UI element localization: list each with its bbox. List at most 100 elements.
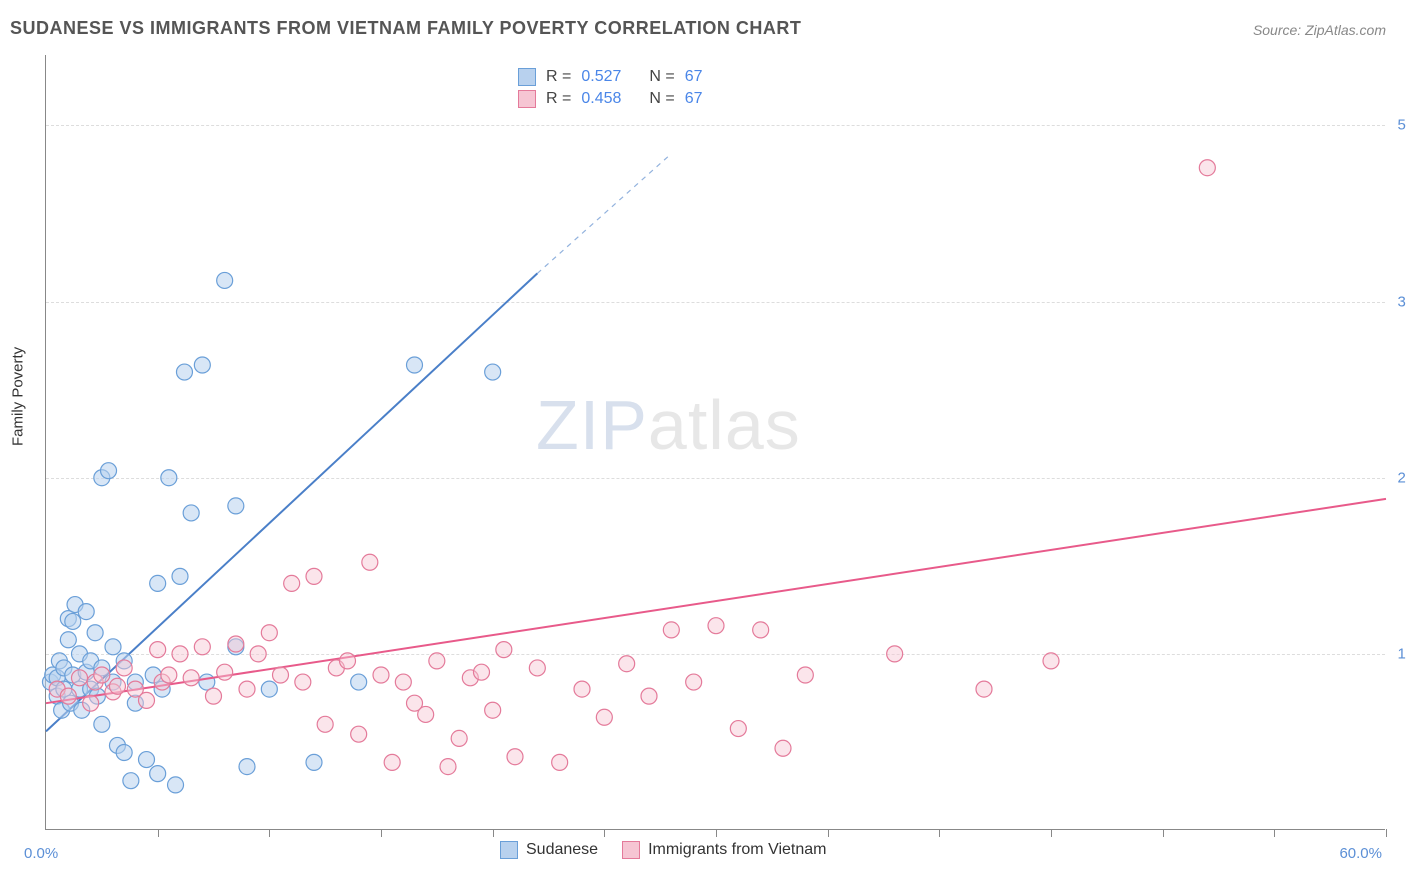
data-point (340, 653, 356, 669)
series-legend: Sudanese Immigrants from Vietnam (500, 841, 826, 859)
n-label: N = (649, 68, 674, 86)
data-point (273, 667, 289, 683)
data-point (183, 670, 199, 686)
data-point (109, 678, 125, 694)
data-point (261, 625, 277, 641)
data-point (217, 664, 233, 680)
data-point (161, 470, 177, 486)
chart-svg (46, 55, 1385, 829)
data-point (72, 670, 88, 686)
data-point (1199, 160, 1215, 176)
r-label: R = (546, 68, 571, 86)
y-axis-label: Family Poverty (10, 347, 27, 446)
data-point (418, 706, 434, 722)
legend-item-1: Sudanese (500, 841, 598, 859)
data-point (295, 674, 311, 690)
regression-line-dashed (537, 154, 671, 274)
legend-item-2: Immigrants from Vietnam (622, 841, 826, 859)
data-point (708, 618, 724, 634)
data-point (596, 709, 612, 725)
data-point (306, 568, 322, 584)
x-origin-label: 0.0% (24, 845, 58, 862)
data-point (206, 688, 222, 704)
data-point (150, 642, 166, 658)
correlation-row-2: R = 0.458 N = 67 (518, 88, 703, 110)
data-point (619, 656, 635, 672)
data-point (373, 667, 389, 683)
x-tick (158, 829, 159, 837)
data-point (60, 632, 76, 648)
data-point (496, 642, 512, 658)
data-point (440, 759, 456, 775)
data-point (250, 646, 266, 662)
data-point (451, 730, 467, 746)
x-tick (1274, 829, 1275, 837)
source-attribution: Source: ZipAtlas.com (1253, 22, 1386, 38)
data-point (395, 674, 411, 690)
data-point (407, 357, 423, 373)
data-point (78, 604, 94, 620)
x-max-label: 60.0% (1339, 845, 1382, 862)
data-point (183, 505, 199, 521)
data-point (976, 681, 992, 697)
x-tick (493, 829, 494, 837)
data-point (217, 272, 233, 288)
data-point (261, 681, 277, 697)
data-point (150, 766, 166, 782)
data-point (101, 463, 117, 479)
data-point (60, 688, 76, 704)
data-point (317, 716, 333, 732)
data-point (194, 357, 210, 373)
data-point (194, 639, 210, 655)
data-point (552, 754, 568, 770)
data-point (176, 364, 192, 380)
data-point (123, 773, 139, 789)
swatch-series-1 (518, 68, 536, 86)
x-tick (1163, 829, 1164, 837)
chart-container: SUDANESE VS IMMIGRANTS FROM VIETNAM FAMI… (0, 0, 1406, 892)
data-point (507, 749, 523, 765)
data-point (775, 740, 791, 756)
data-point (351, 726, 367, 742)
data-point (529, 660, 545, 676)
x-tick (828, 829, 829, 837)
n-value-2: 67 (685, 90, 703, 108)
regression-line (46, 499, 1386, 703)
data-point (351, 674, 367, 690)
x-tick (381, 829, 382, 837)
data-point (65, 613, 81, 629)
data-point (94, 667, 110, 683)
y-tick-label: 50.0% (1397, 117, 1406, 134)
data-point (139, 752, 155, 768)
data-point (228, 498, 244, 514)
data-point (641, 688, 657, 704)
data-point (429, 653, 445, 669)
data-point (172, 568, 188, 584)
data-point (887, 646, 903, 662)
y-tick-label: 25.0% (1397, 469, 1406, 486)
correlation-row-1: R = 0.527 N = 67 (518, 66, 703, 88)
data-point (284, 575, 300, 591)
data-point (83, 695, 99, 711)
legend-label-1: Sudanese (526, 841, 598, 859)
data-point (797, 667, 813, 683)
n-value-1: 67 (685, 68, 703, 86)
x-tick (1386, 829, 1387, 837)
data-point (116, 745, 132, 761)
swatch-series-2 (518, 90, 536, 108)
y-tick-label: 12.5% (1397, 645, 1406, 662)
data-point (485, 702, 501, 718)
data-point (239, 681, 255, 697)
plot-area: ZIPatlas R = 0.527 N = 67 R = 0.458 N = … (45, 55, 1385, 830)
x-tick (604, 829, 605, 837)
r-label: R = (546, 90, 571, 108)
data-point (168, 777, 184, 793)
r-value-1: 0.527 (581, 68, 621, 86)
data-point (105, 639, 121, 655)
x-tick (269, 829, 270, 837)
data-point (753, 622, 769, 638)
x-tick (939, 829, 940, 837)
data-point (485, 364, 501, 380)
n-label: N = (649, 90, 674, 108)
legend-swatch-2 (622, 841, 640, 859)
